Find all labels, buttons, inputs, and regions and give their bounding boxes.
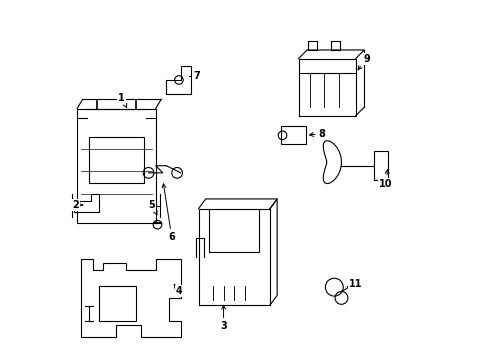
Text: 7: 7 (190, 71, 200, 81)
Text: 8: 8 (310, 129, 325, 139)
Text: 4: 4 (174, 284, 182, 296)
Text: 9: 9 (358, 54, 370, 70)
Text: 3: 3 (220, 305, 227, 332)
Text: 5: 5 (149, 200, 157, 215)
Text: 11: 11 (347, 279, 363, 289)
Text: 1: 1 (119, 93, 126, 108)
Text: 6: 6 (162, 184, 175, 242)
Text: 2: 2 (72, 200, 83, 210)
Text: 10: 10 (379, 170, 393, 189)
